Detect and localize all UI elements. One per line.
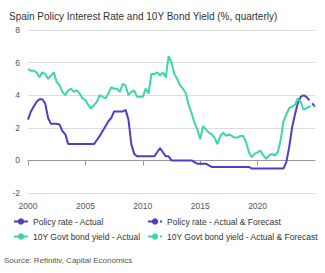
svg-text:8: 8 [15,25,20,35]
svg-text:10Y Govt bond yield - Actual &: 10Y Govt bond yield - Actual & Forecast [167,232,318,242]
svg-text:Policy rate - Actual: Policy rate - Actual [33,217,104,227]
svg-text:0: 0 [15,155,20,165]
svg-text:2010: 2010 [133,201,152,211]
svg-text:2020: 2020 [248,201,267,211]
svg-text:2005: 2005 [76,201,95,211]
svg-text:Source: Refinitiv, Capital Eco: Source: Refinitiv, Capital Economics [4,256,132,265]
svg-text:Policy rate - Actual & Forecas: Policy rate - Actual & Forecast [167,217,281,227]
svg-text:2: 2 [15,123,20,133]
svg-text:2015: 2015 [191,201,210,211]
svg-text:-2: -2 [12,188,20,198]
svg-text:2000: 2000 [19,201,38,211]
svg-text:10Y Govt bond yield - Actual: 10Y Govt bond yield - Actual [33,232,140,242]
svg-text:6: 6 [15,58,20,68]
svg-text:Spain Policy Interest Rate and: Spain Policy Interest Rate and 10Y Bond … [9,11,277,22]
svg-text:4: 4 [15,90,20,100]
